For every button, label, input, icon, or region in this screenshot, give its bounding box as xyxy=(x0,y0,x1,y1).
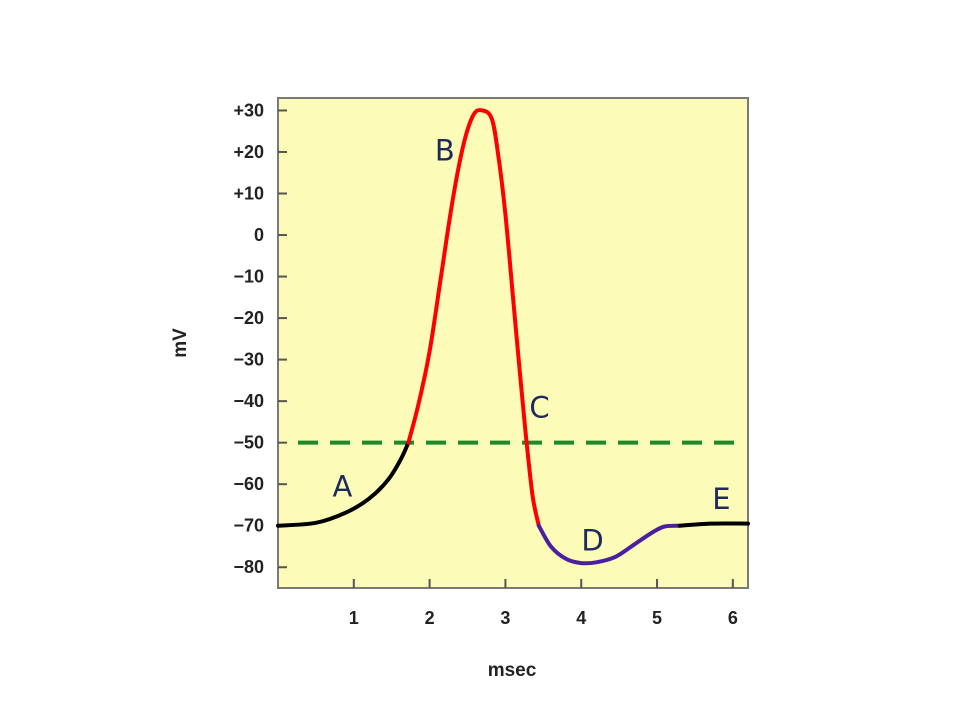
x-tick-label: 6 xyxy=(728,608,738,628)
x-axis: 1 2 3 4 5 6 xyxy=(349,579,738,628)
x-tick-label: 1 xyxy=(349,608,359,628)
point-label-d: D xyxy=(581,524,603,558)
x-tick-label: 5 xyxy=(652,608,662,628)
y-tick-label: +20 xyxy=(233,142,264,162)
plot-area xyxy=(277,97,749,589)
y-tick-label: −10 xyxy=(233,267,264,287)
point-label-b: B xyxy=(435,133,455,167)
y-tick-label: +10 xyxy=(233,184,264,204)
x-axis-title: msec xyxy=(488,660,537,681)
point-label-c: C xyxy=(529,391,549,425)
point-label-e: E xyxy=(712,482,730,516)
y-tick-label: −60 xyxy=(233,474,264,494)
y-axis: +30 +20 +10 0 −10 −20 −30 −40 −50 −60 −70 −80 xyxy=(233,100,287,577)
y-tick-label: +30 xyxy=(233,100,264,120)
annotation-layer: A B C D E xyxy=(333,133,731,557)
series-line-hyperpolarization-segment xyxy=(536,523,682,566)
y-tick-label: −70 xyxy=(233,516,264,536)
series-line-resting-segment xyxy=(276,440,411,528)
point-label-a: A xyxy=(333,470,353,504)
y-tick-label: −80 xyxy=(233,557,264,577)
series-layer xyxy=(276,108,750,566)
x-tick-label: 4 xyxy=(576,608,586,628)
y-tick-label: −40 xyxy=(233,391,264,411)
y-tick-label: −30 xyxy=(233,350,264,370)
y-tick-label: 0 xyxy=(254,225,264,245)
y-tick-label: −50 xyxy=(233,433,264,453)
series-line-return-segment xyxy=(677,521,750,528)
y-tick-label: −20 xyxy=(233,308,264,328)
series-line-depolarization-segment xyxy=(406,108,541,528)
x-tick-label: 3 xyxy=(500,608,510,628)
x-tick-label: 2 xyxy=(425,608,435,628)
y-axis-title: mV xyxy=(170,328,191,358)
